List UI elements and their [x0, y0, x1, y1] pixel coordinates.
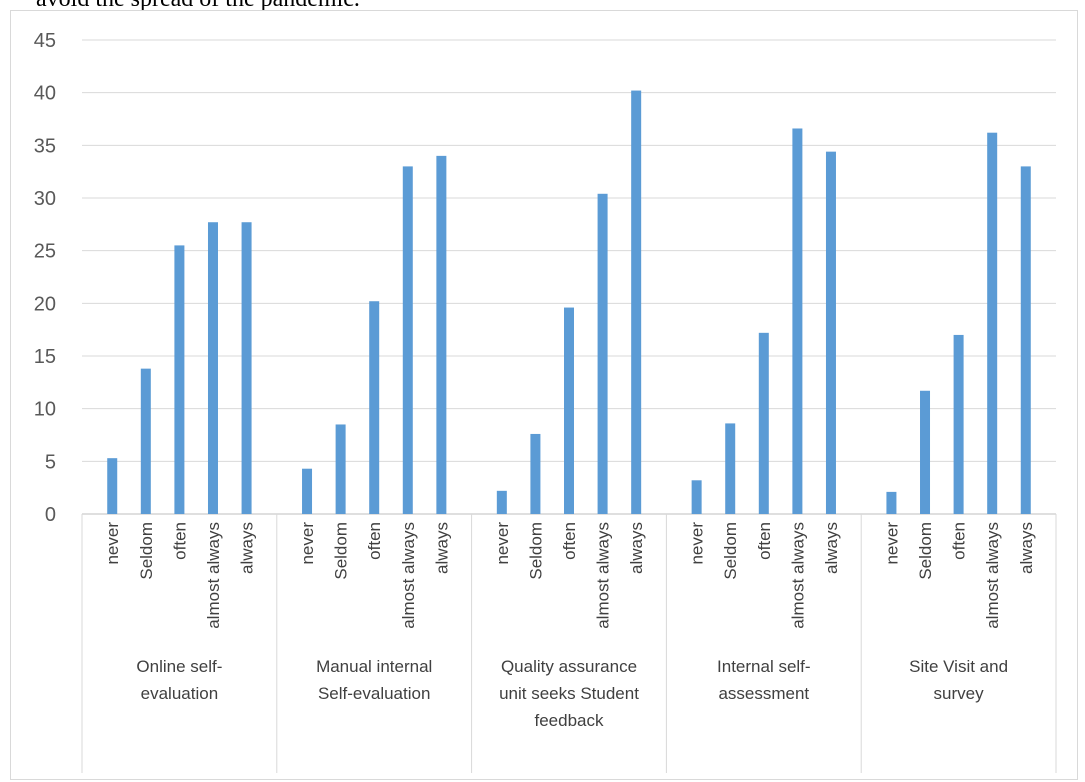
- x-tick-label-never: never: [103, 522, 122, 565]
- bar-2-never: [302, 468, 313, 514]
- group-label-5-line-1: Site Visit and: [909, 657, 1008, 676]
- bar-2-almost-always: [402, 166, 413, 514]
- x-tick-label-almost-always: almost always: [594, 522, 613, 629]
- x-tick-label-often: often: [560, 522, 579, 560]
- group-label-2-line-2: Self-evaluation: [318, 684, 430, 703]
- bar-5-often: [953, 334, 964, 514]
- bar-1-seldom: [140, 368, 151, 514]
- bar-3-always: [631, 90, 642, 514]
- y-tick-label-45: 45: [34, 30, 56, 52]
- bar-5-seldom: [920, 390, 931, 514]
- bar-4-never: [691, 480, 702, 514]
- bar-3-never: [496, 490, 507, 514]
- group-label-4-line-2: assessment: [718, 684, 809, 703]
- bar-1-always: [241, 222, 252, 514]
- x-tick-label-never: never: [493, 522, 512, 565]
- y-tick-label-40: 40: [34, 83, 56, 105]
- x-tick-label-often: often: [950, 522, 969, 560]
- x-tick-label-almost-always: almost always: [788, 522, 807, 629]
- x-tick-label-seldom: Seldom: [721, 522, 740, 580]
- bar-2-always: [436, 155, 447, 514]
- y-tick-label-30: 30: [34, 188, 56, 210]
- x-tick-label-always: always: [238, 522, 257, 574]
- bar-2-often: [369, 301, 380, 514]
- group-label-1-line-2: evaluation: [141, 684, 219, 703]
- x-tick-label-never: never: [298, 522, 317, 565]
- group-label-4-line-1: Internal self-: [717, 657, 811, 676]
- y-tick-label-10: 10: [34, 399, 56, 421]
- bar-1-never: [107, 458, 118, 514]
- group-label-3-line-2: unit seeks Student: [499, 684, 639, 703]
- x-tick-label-almost-always: almost always: [204, 522, 223, 629]
- x-tick-label-never: never: [882, 522, 901, 565]
- x-tick-label-always: always: [432, 522, 451, 574]
- y-tick-label-5: 5: [45, 451, 56, 473]
- y-tick-label-15: 15: [34, 346, 56, 368]
- bar-5-always: [1020, 166, 1031, 514]
- bar-1-almost-always: [207, 222, 218, 514]
- bar-3-seldom: [530, 433, 541, 514]
- x-tick-label-often: often: [755, 522, 774, 560]
- x-tick-label-often: often: [365, 522, 384, 560]
- x-tick-label-always: always: [822, 522, 841, 574]
- bar-3-often: [564, 307, 574, 514]
- x-tick-label-always: always: [627, 522, 646, 574]
- x-tick-label-seldom: Seldom: [137, 522, 156, 580]
- x-tick-label-seldom: Seldom: [332, 522, 351, 580]
- bar-4-almost-always: [792, 128, 803, 515]
- bar-4-often: [758, 332, 769, 514]
- x-tick-label-almost-always: almost always: [399, 522, 418, 629]
- bar-4-seldom: [725, 423, 736, 514]
- bar-4-always: [825, 151, 836, 515]
- group-label-5-line-2: survey: [934, 684, 985, 703]
- x-tick-label-always: always: [1017, 522, 1036, 574]
- y-tick-label-25: 25: [34, 241, 56, 263]
- bar-3-almost-always: [597, 193, 608, 514]
- chart-frame: [10, 10, 1078, 780]
- x-tick-label-almost-always: almost always: [983, 522, 1002, 629]
- x-tick-label-often: often: [170, 522, 189, 560]
- group-label-2-line-1: Manual internal: [316, 657, 432, 676]
- x-tick-label-seldom: Seldom: [916, 522, 935, 580]
- group-label-3-line-1: Quality assurance: [501, 657, 637, 676]
- x-tick-label-never: never: [688, 522, 707, 565]
- bar-1-often: [174, 245, 185, 514]
- x-tick-label-seldom: Seldom: [526, 522, 545, 580]
- bar-5-never: [886, 491, 897, 514]
- y-tick-label-0: 0: [45, 504, 56, 526]
- y-tick-label-35: 35: [34, 135, 56, 157]
- y-tick-label-20: 20: [34, 293, 56, 315]
- caption-fragment: avoid the spread of the pandemic.: [36, 0, 360, 14]
- group-label-1-line-1: Online self-: [136, 657, 222, 676]
- bar-2-seldom: [335, 424, 346, 514]
- bar-5-almost-always: [987, 132, 998, 514]
- group-label-3-line-3: feedback: [535, 711, 604, 730]
